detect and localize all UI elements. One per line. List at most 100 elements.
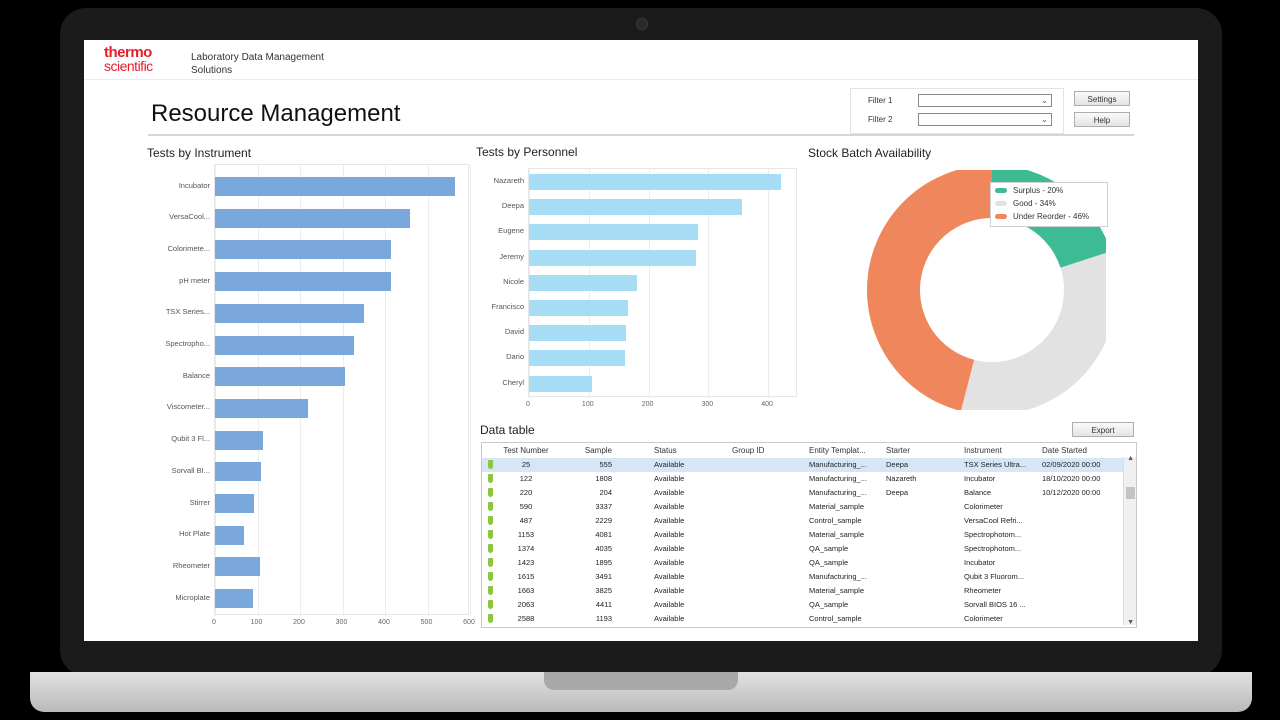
table-cell: 2063 <box>517 600 535 609</box>
table-row[interactable]: 487 2229 Available Control_sample VersaCool … <box>482 514 1123 528</box>
gridline <box>300 165 301 616</box>
table-cell: 25 <box>521 460 531 469</box>
y-category-label: Balance <box>182 370 210 380</box>
column-header[interactable]: Entity Templat... <box>809 446 866 455</box>
tests-by-personnel-chart <box>528 168 797 398</box>
tests-by-instrument-chart <box>214 164 471 616</box>
x-tick-label: 0 <box>526 401 530 408</box>
brand-logo-line1: thermo <box>104 44 152 61</box>
legend-item: Surplus - 20% <box>995 186 1063 195</box>
gridline <box>470 165 471 616</box>
flask-icon <box>488 558 493 567</box>
bar <box>529 274 638 291</box>
y-category-label: VersaCool... <box>169 212 210 222</box>
table-cell: Available <box>654 558 685 567</box>
filter2-label: Filter 2 <box>868 115 893 124</box>
flask-icon <box>488 614 493 623</box>
table-row[interactable]: 25 555 Available Manufacturing_... Deepa TSX … <box>482 458 1123 472</box>
flask-icon <box>488 572 493 581</box>
filter2-select[interactable]: ⌄ <box>918 113 1052 126</box>
bar <box>529 350 625 367</box>
title-divider <box>148 134 1134 136</box>
table-row[interactable]: 2588 1193 Available Control_sample Colorimet… <box>482 612 1123 626</box>
table-cell: Available <box>654 544 685 553</box>
table-cell: 18/10/2020 00:00 <box>1042 474 1101 483</box>
gridline <box>427 165 429 616</box>
table-row[interactable]: 1615 3491 Available Manufacturing_... Qubit … <box>482 570 1123 584</box>
y-category-label: Incubator <box>178 180 210 190</box>
table-cell: Available <box>654 600 685 609</box>
column-header[interactable]: Date Started <box>1042 446 1087 455</box>
table-row[interactable]: 1374 4035 Available QA_sample Spectrophotom.… <box>482 542 1123 556</box>
column-header[interactable]: Instrument <box>964 446 1002 455</box>
x-tick-label: 200 <box>641 401 654 408</box>
table-row[interactable]: 2063 4411 Available QA_sample Sorvall BIOS 1… <box>482 598 1123 612</box>
y-category-label: Dario <box>506 352 524 362</box>
flask-icon <box>488 600 493 609</box>
data-table: ▲ ▼ Test Number Sample Status Group ID Entit… <box>481 442 1137 628</box>
table-row[interactable]: 220 204 Available Manufacturing_... Deepa Bal… <box>482 486 1123 500</box>
table-cell: 487 <box>519 516 533 525</box>
table-scrollbar[interactable]: ▲ ▼ <box>1123 455 1136 626</box>
table-cell: 1193 <box>595 614 612 623</box>
bar <box>529 375 592 392</box>
table-row[interactable]: 590 3337 Available Material_sample Colorimet… <box>482 500 1123 514</box>
bar <box>215 335 355 355</box>
legend-swatch <box>995 214 1007 220</box>
chevron-down-icon: ⌄ <box>1041 96 1048 105</box>
y-category-label: Francisco <box>491 302 524 311</box>
column-header[interactable]: Sample <box>584 446 612 455</box>
table-cell: 555 <box>599 460 612 469</box>
bar <box>215 589 253 609</box>
column-header[interactable]: Test Number <box>503 446 549 455</box>
table-cell: 4035 <box>595 544 612 553</box>
table-cell: 590 <box>519 502 533 511</box>
column-header[interactable]: Starter <box>886 446 911 455</box>
bar <box>215 525 245 545</box>
table-cell: Control_sample <box>809 516 862 525</box>
y-category-label: Cheryl <box>502 377 524 387</box>
table-cell: 122 <box>519 474 533 483</box>
x-tick-label: 600 <box>463 619 475 626</box>
y-category-label: Viscometer... <box>166 402 210 412</box>
y-category-label: Spectropho... <box>165 339 210 348</box>
gridline <box>215 165 216 616</box>
table-cell: Material_sample <box>809 586 865 595</box>
arrow-up-icon[interactable]: ▲ <box>1127 455 1134 462</box>
bar <box>215 462 261 482</box>
bar <box>215 430 263 450</box>
bar <box>215 272 391 292</box>
table-cell: Rheometer <box>964 586 1002 595</box>
flask-icon <box>488 474 493 483</box>
export-button[interactable]: Export <box>1072 422 1134 437</box>
chart1-title: Tests by Instrument <box>147 146 252 160</box>
column-header[interactable]: Status <box>654 446 677 455</box>
settings-button[interactable]: Settings <box>1074 91 1130 106</box>
table-cell: VersaCool Refri... <box>964 516 1023 525</box>
table-cell: TSX Series Ultra... <box>964 460 1027 469</box>
y-category-label: Nazareth <box>493 176 524 185</box>
table-cell: QA_sample <box>809 558 849 567</box>
help-button[interactable]: Help <box>1074 112 1130 127</box>
bar <box>529 174 782 190</box>
legend-swatch <box>995 188 1007 194</box>
y-category-label: Rheometer <box>172 560 210 570</box>
table-cell: Available <box>654 460 685 469</box>
scrollbar-thumb[interactable] <box>1126 487 1135 499</box>
table-cell: 204 <box>599 488 612 497</box>
gridline <box>257 165 259 616</box>
table-row[interactable]: 1423 1895 Available QA_sample Incubator <box>482 556 1123 570</box>
arrow-down-icon[interactable]: ▼ <box>1127 619 1134 626</box>
bar <box>529 249 697 266</box>
filter1-select[interactable]: ⌄ <box>918 94 1052 107</box>
flask-icon <box>488 544 493 553</box>
table-row[interactable]: 122 1808 Available Manufacturing_... Nazaret… <box>482 472 1123 486</box>
table-row[interactable]: 1663 3825 Available Material_sample Rheomete… <box>482 584 1123 598</box>
bar <box>215 557 260 577</box>
table-cell: 1423 <box>517 558 535 567</box>
table-row[interactable]: 1153 4081 Available Material_sample Spectrop… <box>482 528 1123 542</box>
column-header[interactable]: Group ID <box>732 446 765 455</box>
donut-slice <box>867 170 992 410</box>
bar <box>215 177 456 196</box>
table-cell: Nazareth <box>886 474 917 483</box>
